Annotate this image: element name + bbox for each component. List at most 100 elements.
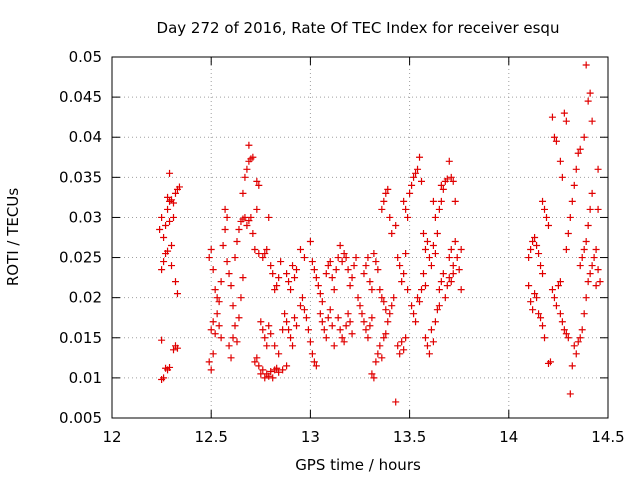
data-point xyxy=(372,358,380,366)
data-point xyxy=(533,242,541,250)
data-point xyxy=(340,338,348,346)
data-point xyxy=(316,290,324,298)
data-point xyxy=(408,181,416,189)
data-point xyxy=(261,334,269,342)
data-point xyxy=(239,274,247,282)
data-point xyxy=(328,274,336,282)
data-point xyxy=(314,282,322,290)
data-point xyxy=(378,294,386,302)
data-point xyxy=(402,334,410,342)
data-point xyxy=(259,254,267,262)
data-point xyxy=(449,262,457,270)
data-point xyxy=(453,254,461,262)
data-point xyxy=(562,330,570,338)
data-point xyxy=(427,326,435,334)
data-point xyxy=(334,254,342,262)
data-point xyxy=(449,177,457,185)
data-point xyxy=(158,266,166,274)
data-point xyxy=(173,344,181,352)
data-point xyxy=(283,270,291,278)
data-point xyxy=(322,270,330,278)
data-point xyxy=(558,318,566,326)
data-point xyxy=(382,189,390,197)
data-point xyxy=(158,213,166,221)
data-point xyxy=(380,334,388,342)
y-tick-label: 0.03 xyxy=(69,208,102,226)
data-point xyxy=(221,205,229,213)
data-point xyxy=(445,274,453,282)
data-point xyxy=(211,286,219,294)
data-point xyxy=(170,346,178,354)
data-point xyxy=(394,254,402,262)
data-point xyxy=(400,346,408,354)
data-point xyxy=(592,246,600,254)
data-point xyxy=(533,294,541,302)
data-point xyxy=(263,342,271,350)
data-point xyxy=(285,326,293,334)
data-point xyxy=(416,298,424,306)
data-point xyxy=(392,398,400,406)
data-point xyxy=(568,197,576,205)
data-point xyxy=(354,294,362,302)
data-point xyxy=(544,221,552,229)
data-point xyxy=(334,314,342,322)
data-point xyxy=(310,266,318,274)
data-point xyxy=(439,270,447,278)
data-point xyxy=(227,354,235,362)
data-point xyxy=(166,363,174,371)
y-tick-label: 0.05 xyxy=(69,48,102,66)
data-point xyxy=(241,213,249,221)
data-point xyxy=(320,326,328,334)
data-point xyxy=(408,302,416,310)
data-point xyxy=(312,274,320,282)
data-point xyxy=(414,294,422,302)
data-point xyxy=(263,246,271,254)
data-point xyxy=(267,330,275,338)
data-point xyxy=(576,262,584,270)
x-axis: 12 12.5 13 13.5 14 14.5 xyxy=(102,57,625,446)
y-tick-label: 0.02 xyxy=(69,289,102,307)
data-point xyxy=(421,282,429,290)
data-point xyxy=(330,286,338,294)
data-point xyxy=(578,254,586,262)
data-point xyxy=(247,213,255,221)
data-point xyxy=(358,310,366,318)
data-point xyxy=(539,270,547,278)
data-point xyxy=(542,213,550,221)
data-point xyxy=(336,326,344,334)
data-point xyxy=(584,278,592,286)
data-point xyxy=(368,314,376,322)
data-point xyxy=(227,282,235,290)
data-point xyxy=(171,278,179,286)
y-tick-label: 0.025 xyxy=(59,249,102,267)
data-point xyxy=(586,270,594,278)
data-point xyxy=(296,246,304,254)
data-point xyxy=(231,322,239,330)
data-point xyxy=(362,326,370,334)
data-point xyxy=(287,334,295,342)
data-point xyxy=(259,366,267,374)
data-point xyxy=(173,290,181,298)
data-point xyxy=(219,242,227,250)
data-point xyxy=(249,153,257,161)
data-point xyxy=(364,254,372,262)
data-point xyxy=(535,250,543,258)
data-point xyxy=(416,153,424,161)
y-tick-label: 0.045 xyxy=(59,88,102,106)
data-point xyxy=(556,310,564,318)
data-point xyxy=(590,254,598,262)
data-point xyxy=(541,334,549,342)
data-point xyxy=(350,262,358,270)
data-point xyxy=(348,330,356,338)
data-point xyxy=(376,342,384,350)
data-point xyxy=(237,294,245,302)
data-point xyxy=(233,338,241,346)
data-point xyxy=(392,221,400,229)
data-point xyxy=(170,199,178,207)
data-point xyxy=(550,294,558,302)
data-point xyxy=(378,354,386,362)
x-tick-label: 13 xyxy=(301,428,320,446)
data-point xyxy=(400,270,408,278)
data-point xyxy=(580,310,588,318)
data-point xyxy=(267,262,275,270)
